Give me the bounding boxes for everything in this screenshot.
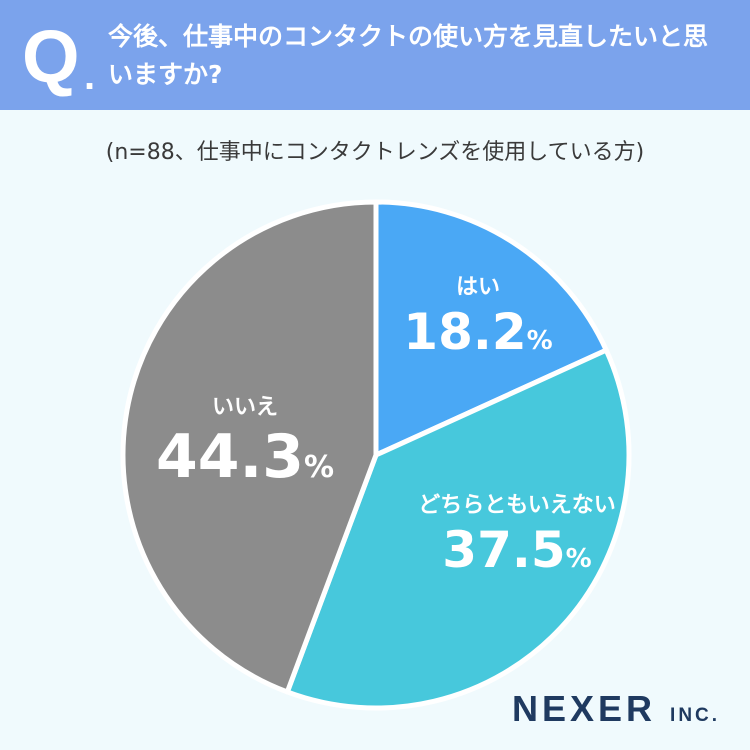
question-text: 今後、仕事中のコンタクトの使い方を見直したいと思いますか? xyxy=(108,22,709,89)
label-neutral-number: 37.5 xyxy=(442,521,566,579)
sample-note: (n=88、仕事中にコンタクトレンズを使用している方) xyxy=(105,140,645,165)
question-banner: Q . 今後、仕事中のコンタクトの使い方を見直したいと思いますか? xyxy=(0,0,750,110)
q-dot: . xyxy=(84,54,96,98)
slice-neutral xyxy=(284,347,632,711)
slice-hai xyxy=(373,199,609,458)
label-hai: はい 18.2% xyxy=(403,274,552,371)
label-neutral: どちらともいえない 37.5% xyxy=(418,492,616,589)
label-hai-value: 18.2% xyxy=(403,302,552,371)
label-iie-name: いいえ xyxy=(211,395,279,420)
label-iie-value: 44.3% xyxy=(156,422,334,503)
q-mark: Q xyxy=(22,15,80,98)
label-iie: いいえ 44.3% xyxy=(156,394,334,503)
label-neutral-value: 37.5% xyxy=(418,520,616,589)
logo-suffix: INC. xyxy=(670,705,721,726)
label-hai-name: はい xyxy=(455,275,500,300)
label-iie-number: 44.3 xyxy=(155,422,304,492)
slice-iie xyxy=(120,199,379,695)
nexer-logo: NEXER INC. xyxy=(512,688,720,730)
label-neutral-name: どちらともいえない xyxy=(418,493,616,518)
logo-name: NEXER xyxy=(512,688,657,729)
label-iie-unit: % xyxy=(303,450,335,485)
label-hai-number: 18.2 xyxy=(403,303,527,361)
label-hai-unit: % xyxy=(526,326,553,356)
label-neutral-unit: % xyxy=(565,544,592,574)
